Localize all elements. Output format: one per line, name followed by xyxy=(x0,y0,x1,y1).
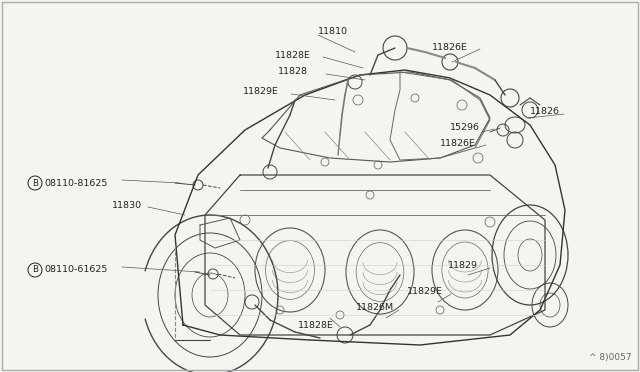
Text: ^ 8)0057: ^ 8)0057 xyxy=(589,353,632,362)
Text: 11826: 11826 xyxy=(530,108,560,116)
Text: 11830: 11830 xyxy=(112,201,142,209)
Text: 11828E: 11828E xyxy=(275,51,311,60)
Text: B: B xyxy=(32,266,38,275)
Text: 11829: 11829 xyxy=(448,262,478,270)
Text: 11810: 11810 xyxy=(318,28,348,36)
Text: 11829E: 11829E xyxy=(407,288,443,296)
Text: 08110-61625: 08110-61625 xyxy=(44,266,108,275)
Text: 11826E: 11826E xyxy=(432,42,468,51)
Text: B: B xyxy=(32,179,38,187)
Text: 11829E: 11829E xyxy=(243,87,279,96)
Text: 15296: 15296 xyxy=(450,122,480,131)
Text: 11826E: 11826E xyxy=(440,138,476,148)
Text: 11828E: 11828E xyxy=(298,321,334,330)
Text: 11828: 11828 xyxy=(278,67,308,77)
Text: 11826M: 11826M xyxy=(356,304,394,312)
Text: 08110-81625: 08110-81625 xyxy=(44,179,108,187)
